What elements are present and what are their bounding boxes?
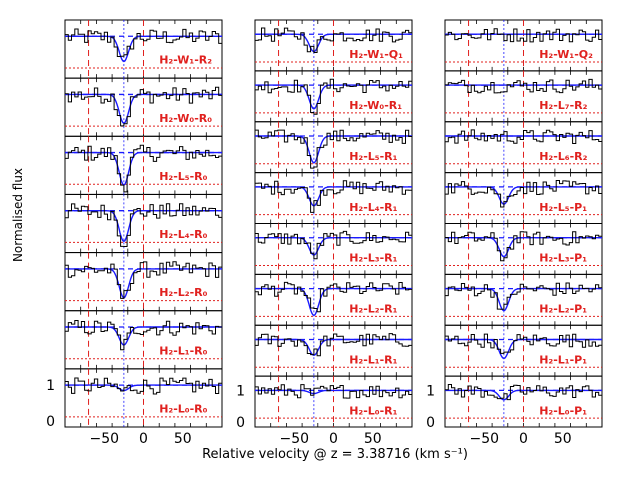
- model-profile: [445, 186, 602, 205]
- observed-spectrum: [445, 78, 602, 94]
- observed-spectrum: [255, 384, 412, 399]
- spectrum-panel: H₂-W₀-R₁: [254, 70, 413, 123]
- transition-label: H₂-W₁-Q₂: [539, 48, 593, 61]
- observed-spectrum: [445, 333, 602, 354]
- spectrum-panel: H₂-L₇-R₂: [444, 70, 603, 123]
- observed-spectrum: [255, 333, 412, 357]
- transition-label: H₂-L₁-R₁: [349, 353, 397, 366]
- transition-label: H₂-W₁-R₂: [159, 54, 212, 67]
- transition-label: H₂-W₀-R₀: [159, 112, 212, 125]
- y-tick-label: 0: [426, 415, 435, 431]
- transition-label: H₂-L₂-P₁: [539, 303, 587, 316]
- y-tick-label: 1: [426, 383, 435, 399]
- observed-spectrum: [255, 180, 412, 213]
- spectrum-panel: H₂-W₁-Q₂: [444, 19, 603, 72]
- transition-label: H₂-L₄-R₁: [349, 201, 397, 214]
- x-axis-title: Relative velocity @ z = 3.38716 (km s⁻¹): [202, 447, 468, 462]
- spectrum-panel: H₂-W₁-R₂: [64, 19, 223, 79]
- x-tick-label: −50: [279, 431, 309, 447]
- transition-label: H₂-L₄-R₀: [159, 228, 207, 241]
- transition-label: H₂-L₁-R₀: [159, 344, 207, 357]
- observed-spectrum: [65, 203, 222, 247]
- transition-label: H₂-L₆-R₂: [539, 150, 587, 163]
- transition-label: H₂-L₃-P₁: [539, 252, 587, 265]
- model-profile: [65, 93, 222, 125]
- panel-frame: [64, 193, 223, 254]
- panel-frame: [64, 19, 223, 79]
- transition-label: H₂-L₇-R₂: [539, 99, 587, 112]
- observed-spectrum: [445, 282, 602, 310]
- y-tick-label: 0: [236, 415, 245, 431]
- spectrum-panel: H₂-L₁-R₁: [254, 324, 413, 377]
- observed-spectrum: [445, 180, 602, 208]
- panel-frame: [64, 252, 223, 312]
- model-profile: [255, 287, 412, 317]
- x-tick-label: 0: [329, 431, 338, 447]
- x-tick-label: −50: [469, 431, 499, 447]
- observed-spectrum: [65, 144, 222, 193]
- transition-label: H₂-L₂-R₀: [159, 286, 207, 299]
- transition-label: H₂-L₀-P₁: [539, 404, 587, 417]
- spectrum-panel: H₂-L₃-P₁: [444, 223, 603, 275]
- observed-spectrum: [65, 86, 222, 127]
- spectrum-panel: H₂-L₂-P₁: [444, 273, 603, 326]
- transition-label: H₂-L₀-R₁: [349, 404, 397, 417]
- spectrum-panel: H₂-L₃-R₁: [254, 223, 413, 275]
- transition-label: H₂-L₀-R₀: [159, 402, 207, 415]
- x-tick-label: −50: [89, 431, 119, 447]
- observed-spectrum: [255, 129, 412, 169]
- transition-label: H₂-L₃-R₁: [349, 252, 397, 265]
- x-tick-label: 50: [554, 431, 572, 447]
- y-tick-label: 1: [236, 383, 245, 399]
- y-tick-label: 0: [46, 414, 55, 430]
- spectrum-panel: H₂-L₅-P₁: [444, 172, 603, 224]
- spectrum-panel: H₂-L₀-R₁: [254, 375, 413, 428]
- spectrum-panel: H₂-W₀-R₀: [64, 77, 223, 137]
- observed-spectrum: [445, 231, 602, 262]
- x-tick-label: 0: [139, 431, 148, 447]
- spectrum-panel: H₂-L₅-R₁: [254, 121, 413, 174]
- transition-label: H₂-L₂-R₁: [349, 303, 397, 316]
- panel-frame: [64, 368, 223, 428]
- transition-label: H₂-L₅-P₁: [539, 201, 587, 214]
- spectrum-panel: H₂-L₆-R₂: [444, 121, 603, 174]
- observed-spectrum: [445, 28, 602, 43]
- spectrum-panel: H₂-L₁-R₀: [64, 310, 223, 370]
- model-profile: [65, 35, 222, 63]
- spectrum-panel: H₂-L₁-P₁: [444, 324, 603, 377]
- observed-spectrum: [255, 78, 412, 115]
- transition-label: H₂-W₁-Q₁: [349, 48, 403, 61]
- observed-spectrum: [255, 27, 412, 53]
- x-tick-label: 0: [519, 431, 528, 447]
- observed-spectrum: [65, 320, 222, 351]
- panel-frame: [64, 310, 223, 370]
- y-tick-label: 1: [46, 378, 55, 394]
- transition-label: H₂-L₅-R₀: [159, 170, 207, 183]
- observed-spectrum: [65, 261, 222, 299]
- spectrum-panel: H₂-L₄-R₁: [254, 172, 413, 224]
- observed-spectrum: [445, 384, 602, 401]
- y-axis-title: Normalised flux: [11, 168, 25, 262]
- spectrum-panel: H₂-L₂-R₀: [64, 252, 223, 312]
- x-tick-label: 50: [364, 431, 382, 447]
- observed-spectrum: [255, 230, 412, 260]
- x-tick-label: 50: [174, 431, 192, 447]
- spectrum-panel: H₂-L₀-P₁: [444, 375, 603, 428]
- observed-spectrum: [445, 129, 602, 144]
- spectrum-panel: H₂-L₅-R₀: [64, 135, 223, 195]
- observed-spectrum: [65, 28, 222, 57]
- spectrum-panel: H₂-L₂-R₁: [254, 273, 413, 326]
- observed-spectrum: [255, 281, 412, 313]
- panels-layer: H₂-W₁-R₂ H₂-W₀-R₀ H₂-L₅-R₀ H₂-L₄-R₀ H₂-L₂-R₀…: [46, 19, 603, 447]
- spectrum-panel: H₂-L₀-R₀: [64, 368, 223, 428]
- spectrum-panel: H₂-L₄-R₀: [64, 193, 223, 254]
- panel-frame: [64, 77, 223, 137]
- spectrum-panel: H₂-W₁-Q₁: [254, 19, 413, 72]
- transition-label: H₂-L₅-R₁: [349, 150, 397, 163]
- transition-label: H₂-L₁-P₁: [539, 353, 587, 366]
- observed-spectrum: [65, 377, 222, 395]
- transition-label: H₂-W₀-R₁: [349, 99, 402, 112]
